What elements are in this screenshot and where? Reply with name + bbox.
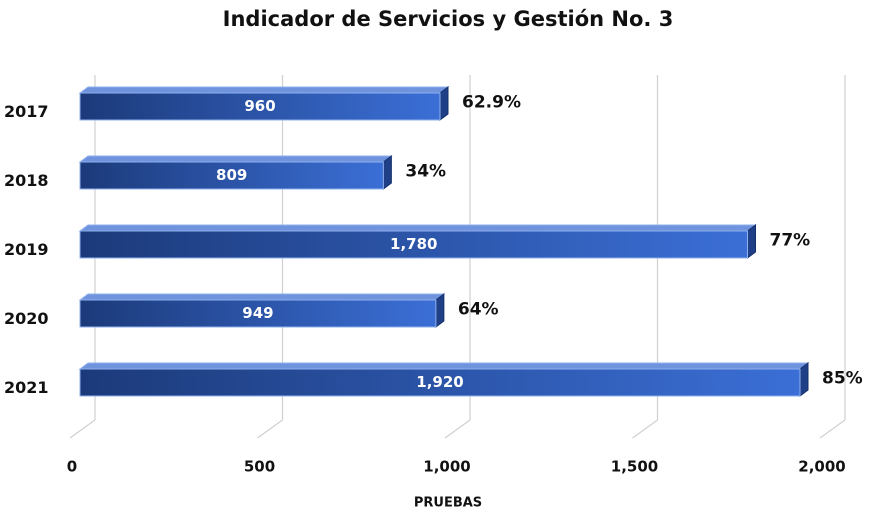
bar-top: [78, 293, 446, 301]
x-tick-label: 2,000: [798, 458, 845, 476]
value-label: 960: [244, 97, 275, 115]
chart-title: Indicador de Servicios y Gestión No. 3: [223, 7, 674, 31]
floor-line: [444, 419, 471, 439]
floor-line: [632, 419, 658, 439]
x-tick-label: 0: [67, 458, 77, 476]
bar: [78, 362, 810, 397]
y-tick-label: 2020: [4, 309, 49, 328]
bar-top: [78, 362, 810, 370]
annotation: 64%: [458, 300, 499, 320]
x-axis-label: PRUEBAS: [414, 496, 482, 511]
annotation: 85%: [822, 369, 863, 389]
y-tick-label: 2018: [4, 171, 49, 190]
bar: [78, 224, 757, 259]
x-tick-label: 500: [244, 458, 275, 476]
y-tick-label: 2021: [4, 378, 49, 397]
x-tick-label: 1,500: [611, 458, 658, 476]
annotation: 77%: [770, 231, 811, 251]
floor-line: [819, 419, 846, 439]
bar: [78, 293, 446, 328]
bar-front: [79, 299, 437, 328]
y-tick-label: 2019: [4, 240, 49, 259]
bar-front: [79, 92, 441, 121]
bar-top: [78, 224, 757, 232]
bar-side: [799, 362, 809, 397]
bar-front: [79, 368, 801, 397]
bar: [78, 155, 393, 190]
floor-line: [69, 419, 96, 439]
bar-side: [435, 293, 445, 328]
value-label: 1,780: [390, 235, 437, 253]
bar: [78, 86, 450, 121]
bar-side: [747, 224, 756, 259]
annotation: 34%: [405, 162, 446, 182]
value-label: 1,920: [416, 373, 463, 391]
x-tick-label: 1,000: [423, 458, 470, 476]
value-label: 809: [216, 166, 247, 184]
bar-front: [79, 161, 384, 190]
bar-front: [79, 230, 748, 259]
floor-line: [257, 419, 283, 439]
y-tick-label: 2017: [4, 102, 49, 121]
value-label: 949: [242, 304, 273, 322]
bar-side: [439, 86, 449, 121]
bar-top: [78, 86, 450, 94]
bar-top: [78, 155, 393, 163]
bar-side: [382, 155, 392, 190]
annotation: 62.9%: [462, 93, 521, 113]
